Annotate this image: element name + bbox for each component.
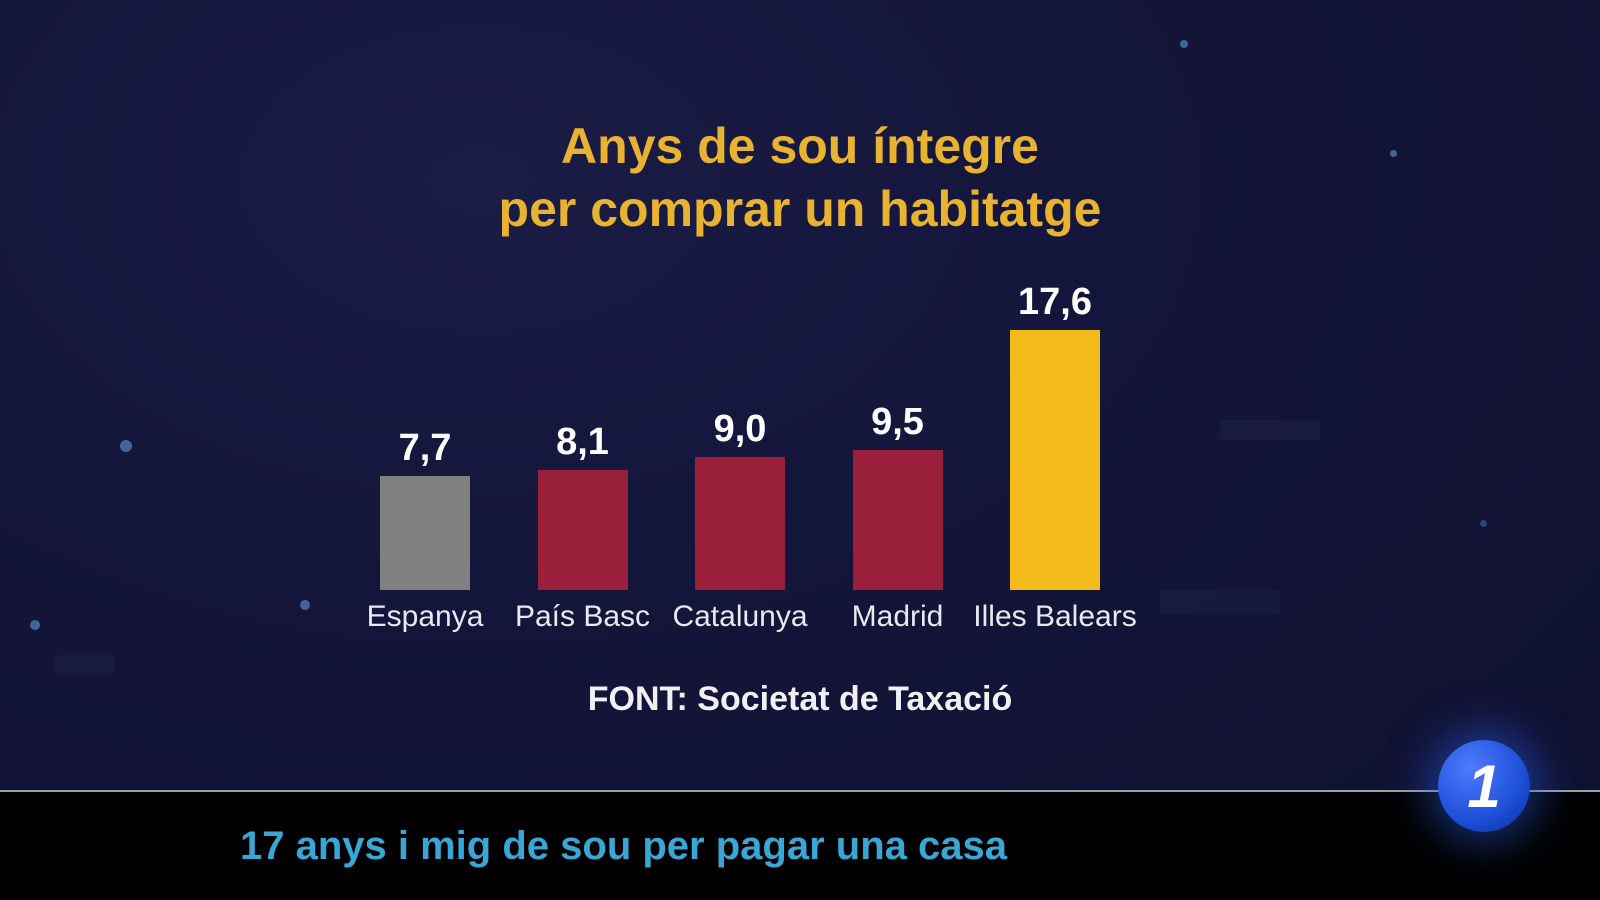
bar-value: 9,0 xyxy=(714,408,767,451)
bar-value: 9,5 xyxy=(871,401,924,444)
channel-number: 1 xyxy=(1467,752,1500,821)
bar-category: Illes Balears xyxy=(973,600,1136,634)
lowerthird: 17 anys i mig de sou per pagar una casa xyxy=(0,792,1600,900)
bg-dot xyxy=(30,620,40,630)
bg-dot xyxy=(120,440,132,452)
bar-rect xyxy=(853,450,943,590)
bar-rect xyxy=(1010,330,1100,590)
bar-madrid: 9,5Madrid xyxy=(853,401,943,590)
bar-rect xyxy=(538,470,628,590)
bar-value: 8,1 xyxy=(556,421,609,464)
bar-país-basc: 8,1País Basc xyxy=(538,421,628,590)
chart-source: FONT: Societat de Taxació xyxy=(0,680,1600,719)
bg-dot xyxy=(1480,520,1487,527)
bar-category: Catalunya xyxy=(672,600,807,634)
bar-illes-balears: 17,6Illes Balears xyxy=(1010,281,1100,590)
chart-title: Anys de sou íntegre per comprar un habit… xyxy=(0,115,1600,240)
bar-catalunya: 9,0Catalunya xyxy=(695,408,785,590)
bar-value: 7,7 xyxy=(399,427,452,470)
bar-category: Madrid xyxy=(852,600,944,634)
bg-smudge xyxy=(1220,420,1320,440)
chart-title-line2: per comprar un habitatge xyxy=(499,181,1102,237)
bar-category: País Basc xyxy=(515,600,650,634)
bg-smudge xyxy=(55,655,115,673)
bg-dot xyxy=(300,600,310,610)
bar-chart: 7,7Espanya 8,1País Basc 9,0Catalunya 9,5Mad… xyxy=(380,330,1100,590)
bg-dot xyxy=(1180,40,1188,48)
channel-badge: 1 xyxy=(1438,740,1530,832)
bar-rect xyxy=(380,476,470,590)
headline: 17 anys i mig de sou per pagar una casa xyxy=(240,824,1007,869)
bar-espanya: 7,7Espanya xyxy=(380,427,470,590)
bg-smudge xyxy=(1160,590,1280,614)
bar-rect xyxy=(695,457,785,590)
bar-value: 17,6 xyxy=(1018,281,1092,324)
bar-category: Espanya xyxy=(367,600,484,634)
chart-title-line1: Anys de sou íntegre xyxy=(561,118,1039,174)
